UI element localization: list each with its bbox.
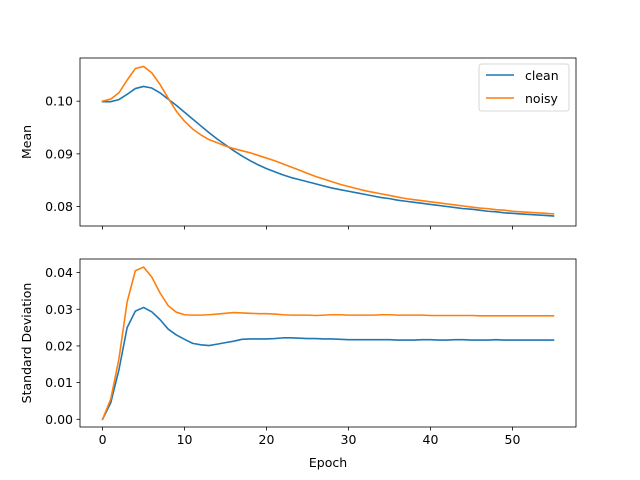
- mean-y-tick-label: 0.10: [45, 94, 73, 109]
- mean-line-noisy: [101, 65, 555, 215]
- mean-y-tick-label: 0.09: [45, 146, 73, 161]
- x-axis-label: Epoch: [309, 455, 347, 470]
- std-x-tick-label: 40: [423, 432, 439, 447]
- std-x-tick-label: 20: [259, 432, 275, 447]
- std-y-tick-label: 0.02: [45, 338, 73, 353]
- mean-subplot: 0.08 0.09 0.10 Mean clean noisy: [19, 57, 577, 230]
- mean-x-ticks: [102, 226, 513, 230]
- legend-label-clean: clean: [525, 68, 559, 83]
- mean-y-axis-label: Mean: [19, 125, 34, 159]
- std-x-ticks: 0 10 20 30 40 50: [99, 427, 521, 447]
- mean-line-clean: [101, 85, 555, 217]
- std-line-clean: [101, 306, 555, 421]
- std-y-tick-label: 0.03: [45, 302, 73, 317]
- std-axes-frame: [79, 258, 577, 428]
- mean-series-lines: [101, 65, 555, 217]
- std-y-tick-label: 0.00: [45, 412, 73, 427]
- mean-y-tick-label: 0.08: [45, 199, 73, 214]
- std-x-tick-label: 10: [177, 432, 193, 447]
- legend: clean noisy: [478, 63, 570, 112]
- std-series-lines: [101, 266, 555, 421]
- std-y-axis-label: Standard Deviation: [19, 283, 34, 404]
- std-x-tick-label: 30: [341, 432, 357, 447]
- std-y-tick-label: 0.04: [45, 265, 73, 280]
- std-x-tick-label: 0: [99, 432, 107, 447]
- std-y-tick-label: 0.01: [45, 375, 73, 390]
- std-x-tick-label: 50: [505, 432, 521, 447]
- std-y-ticks: 0.00 0.01 0.02 0.03 0.04: [45, 265, 80, 427]
- mean-y-ticks: 0.08 0.09 0.10: [45, 94, 80, 214]
- mean-axes-frame: [79, 57, 577, 227]
- legend-label-noisy: noisy: [525, 91, 559, 106]
- std-subplot: 0 10 20 30 40 50 0.00 0.01 0.02 0.03 0.04 Standar…: [19, 258, 577, 470]
- std-line-noisy: [101, 266, 555, 421]
